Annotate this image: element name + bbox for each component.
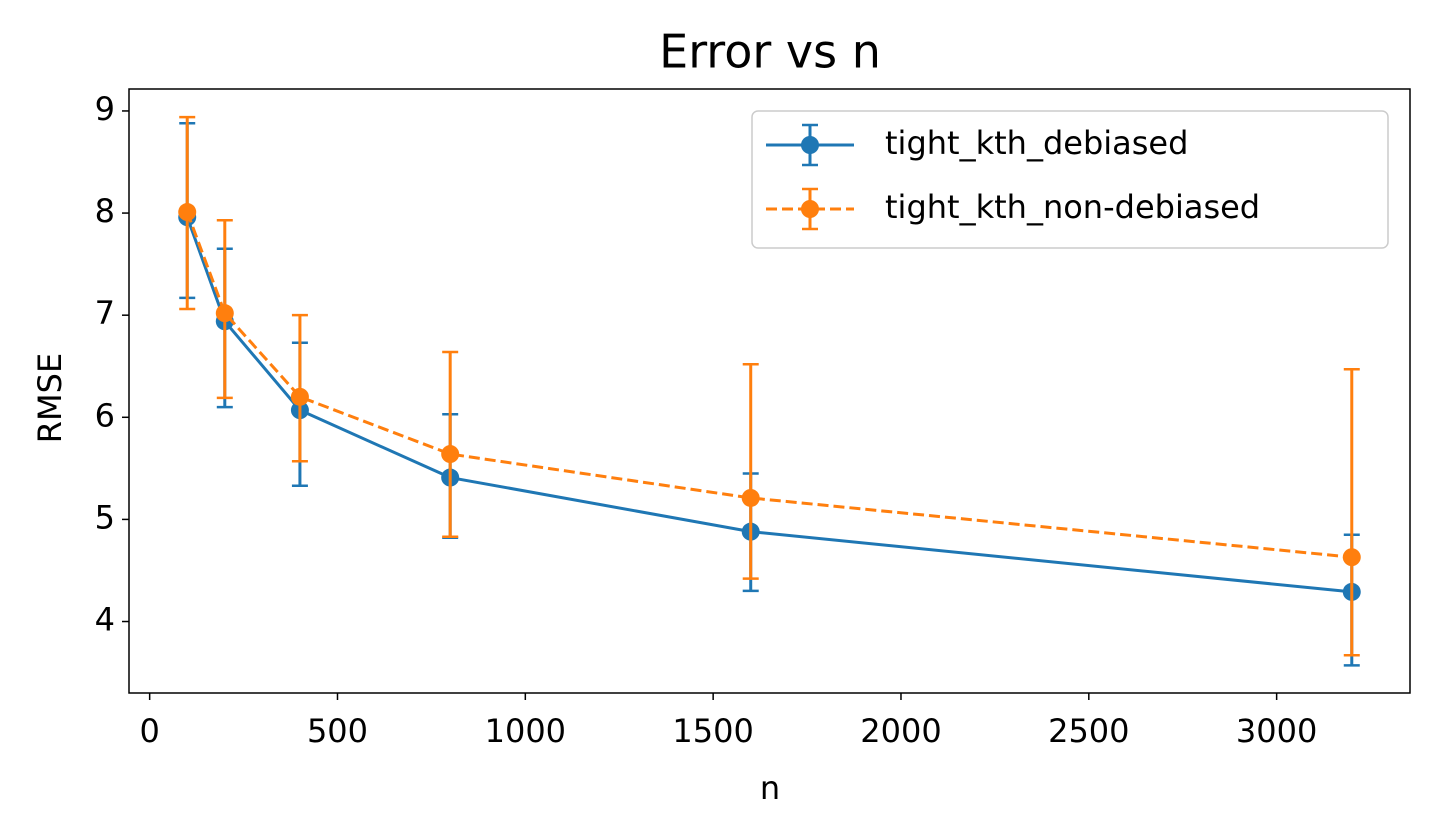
marker — [290, 387, 309, 406]
y-tick-label: 6 — [95, 396, 115, 434]
y-tick-label: 7 — [95, 294, 115, 332]
y-tick-label: 9 — [95, 90, 115, 128]
x-tick-label: 1500 — [672, 712, 753, 750]
x-tick-label: 2500 — [1048, 712, 1129, 750]
series-line — [185, 211, 1352, 559]
chart-title: Error vs n — [659, 25, 881, 79]
y-tick-label: 4 — [95, 601, 115, 639]
legend-label: tight_kth_non-debiased — [885, 188, 1260, 226]
plot-frame — [128, 88, 1411, 694]
legend-marker — [801, 136, 819, 154]
marker — [1342, 548, 1361, 567]
marker — [178, 203, 197, 222]
marker — [441, 445, 460, 464]
x-tick-label: 0 — [139, 712, 159, 750]
series-line — [185, 216, 1352, 594]
y-tick-label: 5 — [95, 498, 115, 536]
x-tick-label: 1000 — [485, 712, 566, 750]
y-tick-label: 8 — [95, 192, 115, 230]
marker — [215, 304, 234, 323]
x-tick-label: 2000 — [860, 712, 941, 750]
x-tick-label: 3000 — [1236, 712, 1317, 750]
legend-marker — [801, 200, 819, 218]
x-tick-label: 500 — [307, 712, 368, 750]
legend-label: tight_kth_debiased — [885, 124, 1188, 162]
x-axis-label: n — [760, 769, 780, 807]
y-axis-label: RMSE — [31, 353, 69, 443]
marker — [741, 488, 760, 507]
legend-box — [751, 110, 1389, 249]
